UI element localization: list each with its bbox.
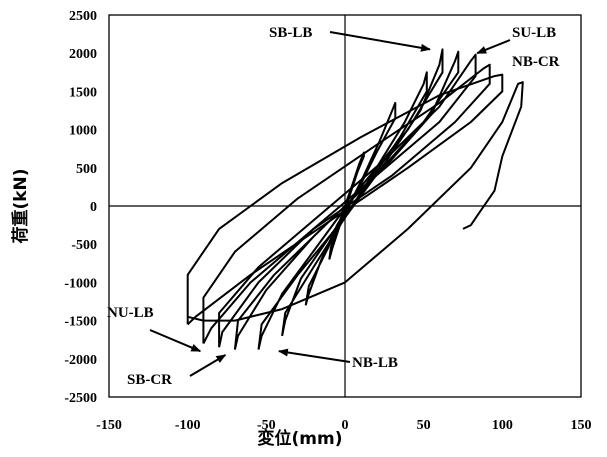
y-tick-label: 1000	[69, 124, 97, 139]
y-tick-label: -500	[71, 238, 97, 253]
series-line-5	[257, 48, 444, 350]
series-line-1	[186, 73, 504, 326]
series-line-8	[328, 151, 365, 260]
series-line-2	[202, 63, 491, 344]
annotation-label: NB-LB	[352, 355, 398, 371]
y-tick-label: -1500	[64, 315, 97, 330]
annotation-label: SB-CR	[127, 372, 172, 388]
x-tick-label: -50	[257, 418, 276, 433]
annotation-arrow	[149, 329, 202, 353]
tick-layer: -150 -100 -50 0 50 100 150-2500-2000-1500-1000…	[64, 9, 591, 433]
x-tick-label: -150	[96, 418, 122, 433]
annotation-layer: SB-LB SU-LB NB-CR NU-LB SB-CR NB-LB	[107, 25, 560, 388]
series-line-6	[281, 71, 428, 337]
annotation-arrow	[189, 354, 227, 377]
annotation-label: SB-LB	[269, 25, 312, 41]
annotation-label: NB-CR	[512, 54, 560, 70]
annotation-arrow	[277, 348, 351, 363]
x-tick-label: -100	[175, 418, 201, 433]
series-line-7	[304, 101, 397, 306]
x-axis-title: 変位(mm)	[258, 428, 343, 449]
y-tick-label: 0	[90, 200, 97, 215]
curves-layer	[186, 48, 524, 350]
annotation-label: SU-LB	[512, 25, 556, 41]
x-tick-label: 150	[571, 418, 592, 433]
x-tick-label: 100	[492, 418, 513, 433]
y-tick-label: 500	[76, 162, 97, 177]
x-tick-label: 50	[417, 418, 431, 433]
annotation-arrow	[476, 39, 511, 55]
y-tick-label: 1500	[69, 85, 97, 100]
annotation-label: NU-LB	[107, 305, 154, 321]
series-line-9	[187, 81, 524, 322]
y-axis-title: 荷重(kN)	[10, 168, 31, 243]
y-tick-label: 2500	[69, 9, 97, 24]
y-tick-label: -2000	[64, 353, 97, 368]
series-line-4	[233, 50, 460, 350]
y-tick-label: 2000	[69, 47, 97, 62]
x-tick-label: 0	[342, 418, 349, 433]
series-line-3	[218, 53, 477, 348]
y-tick-label: -1000	[64, 276, 97, 291]
annotation-arrow	[329, 31, 431, 52]
y-tick-label: -2500	[64, 391, 97, 406]
